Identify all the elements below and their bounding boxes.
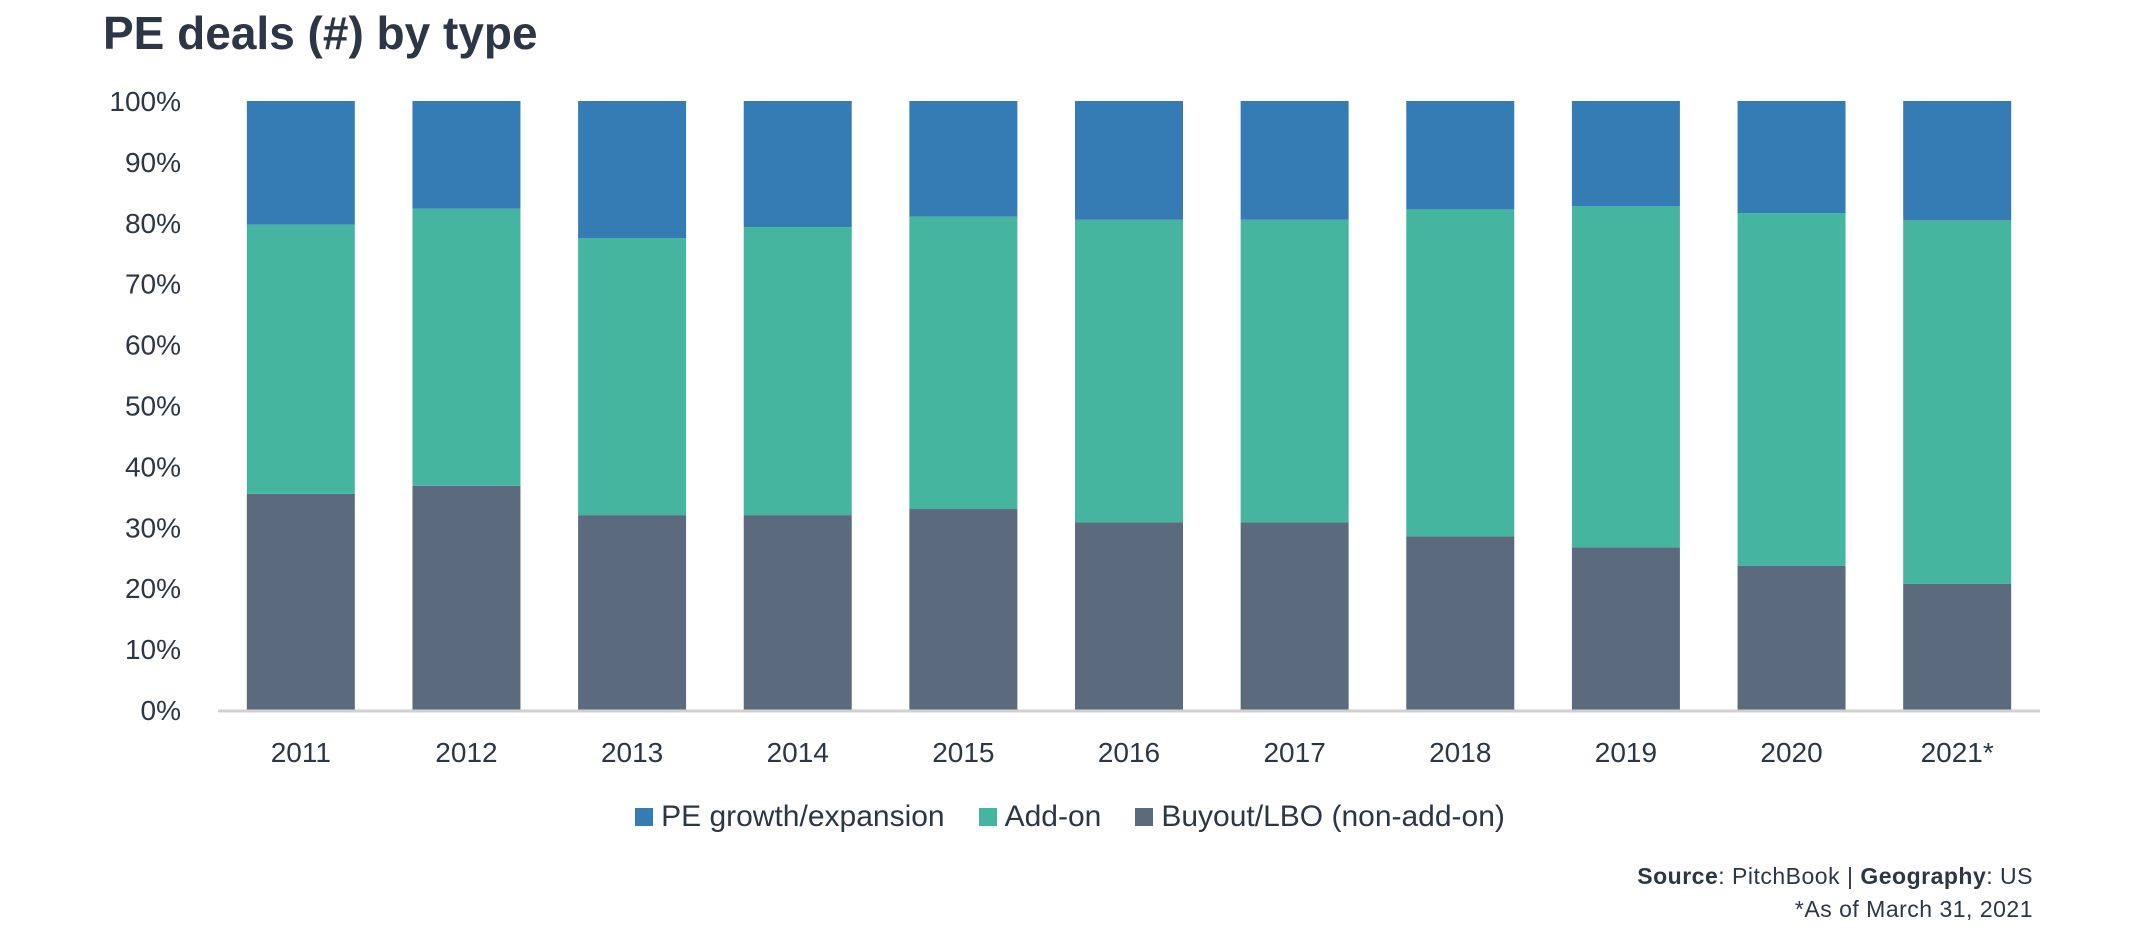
y-tick-label: 20% <box>125 573 181 604</box>
legend-swatch <box>978 808 997 826</box>
y-tick-label: 40% <box>125 451 181 482</box>
legend-label: Buyout/LBO (non-add-on) <box>1161 800 1505 833</box>
bar-segment <box>578 238 687 516</box>
bar-segment <box>246 101 355 225</box>
bar-segment <box>1240 219 1349 523</box>
legend-item: PE growth/expansion <box>635 800 945 834</box>
source-line: Source: PitchBook | Geography: US <box>1637 860 2033 893</box>
x-tick-label: 2014 <box>767 737 829 768</box>
bar-segment <box>1406 209 1515 537</box>
y-axis: 0% 10% 20% 30% 40% 50% 60% 70% 80% 90% 100% <box>109 86 181 726</box>
bar-segment <box>1075 219 1183 523</box>
bar-segment <box>578 515 687 710</box>
y-tick-label: 60% <box>125 330 181 361</box>
source-label: Source <box>1637 863 1719 889</box>
bar-segment <box>1903 101 2012 221</box>
bar-segment <box>1903 220 2012 584</box>
x-tick-label: 2021* <box>1921 737 1994 768</box>
source-value: : PitchBook | <box>1718 863 1861 889</box>
bar-segment <box>578 101 687 239</box>
bar-segment <box>1406 536 1515 710</box>
x-tick-label: 2017 <box>1263 737 1325 768</box>
bar-segment <box>1571 547 1680 710</box>
x-tick-label: 2018 <box>1429 737 1491 768</box>
bar-segment <box>1406 101 1515 210</box>
bar-segment <box>412 208 521 486</box>
y-tick-label: 80% <box>125 208 181 239</box>
bar-segment <box>246 224 355 494</box>
bar-segment <box>909 509 1018 710</box>
bar-segment <box>743 101 852 228</box>
x-axis: 2011 2012 2013 2014 2015 2016 2017 2018 2019 2020… <box>218 709 2040 768</box>
y-tick-label: 30% <box>125 512 181 543</box>
y-tick-label: 0% <box>141 695 181 726</box>
y-tick-label: 50% <box>125 391 181 422</box>
bar-segment <box>909 216 1018 510</box>
bar-segment <box>1075 101 1183 220</box>
footnote: *As of March 31, 2021 <box>1794 896 2033 922</box>
y-tick-label: 100% <box>109 86 181 117</box>
bar-segment <box>1240 101 1349 220</box>
x-tick-label: 2020 <box>1760 737 1822 768</box>
bar-group <box>246 101 2012 710</box>
legend-item: Add-on <box>978 800 1102 834</box>
x-tick-label: 2012 <box>435 737 497 768</box>
geography-value: : US <box>1986 863 2033 889</box>
legend-swatch <box>635 808 654 826</box>
stacked-bar-chart: 0%10%20%30%40%50%60%70%80%90%100% 2011 20… <box>109 86 2040 768</box>
x-tick-label: 2013 <box>601 737 663 768</box>
bar-segment <box>1571 206 1680 548</box>
legend: PE growth/expansion Add-on Buyout/LBO (non… <box>0 800 2140 834</box>
bar-segment <box>412 101 521 209</box>
y-tick-label: 90% <box>125 147 181 178</box>
x-tick-label: 2016 <box>1098 737 1160 768</box>
bar-segment <box>1075 522 1183 710</box>
x-tick-label: 2015 <box>932 737 994 768</box>
bar-segment <box>1737 101 1846 214</box>
legend-label: Add-on <box>1004 800 1102 833</box>
legend-item: Buyout/LBO (non-add-on) <box>1135 800 1505 834</box>
bar-segment <box>1737 565 1846 710</box>
bar-segment <box>412 485 521 710</box>
x-tick-label: 2011 <box>271 737 331 768</box>
bar-segment <box>1737 213 1846 566</box>
legend-label: PE growth/expansion <box>661 800 945 833</box>
bar-segment <box>1903 583 2012 710</box>
source-footer: Source: PitchBook | Geography: US *As of… <box>1637 860 2033 926</box>
bar-segment <box>1240 522 1349 710</box>
bar-segment <box>743 515 852 710</box>
bar-segment <box>1571 101 1680 207</box>
geography-label: Geography <box>1860 863 1987 889</box>
y-tick-label: 10% <box>125 634 181 665</box>
chart-title: PE deals (#) by type <box>103 7 538 59</box>
legend-swatch <box>1135 808 1154 826</box>
y-tick-label: 70% <box>125 269 181 300</box>
bar-segment <box>909 101 1018 217</box>
x-tick-label: 2019 <box>1595 737 1657 768</box>
bar-segment <box>246 493 355 710</box>
bar-segment <box>743 227 852 516</box>
